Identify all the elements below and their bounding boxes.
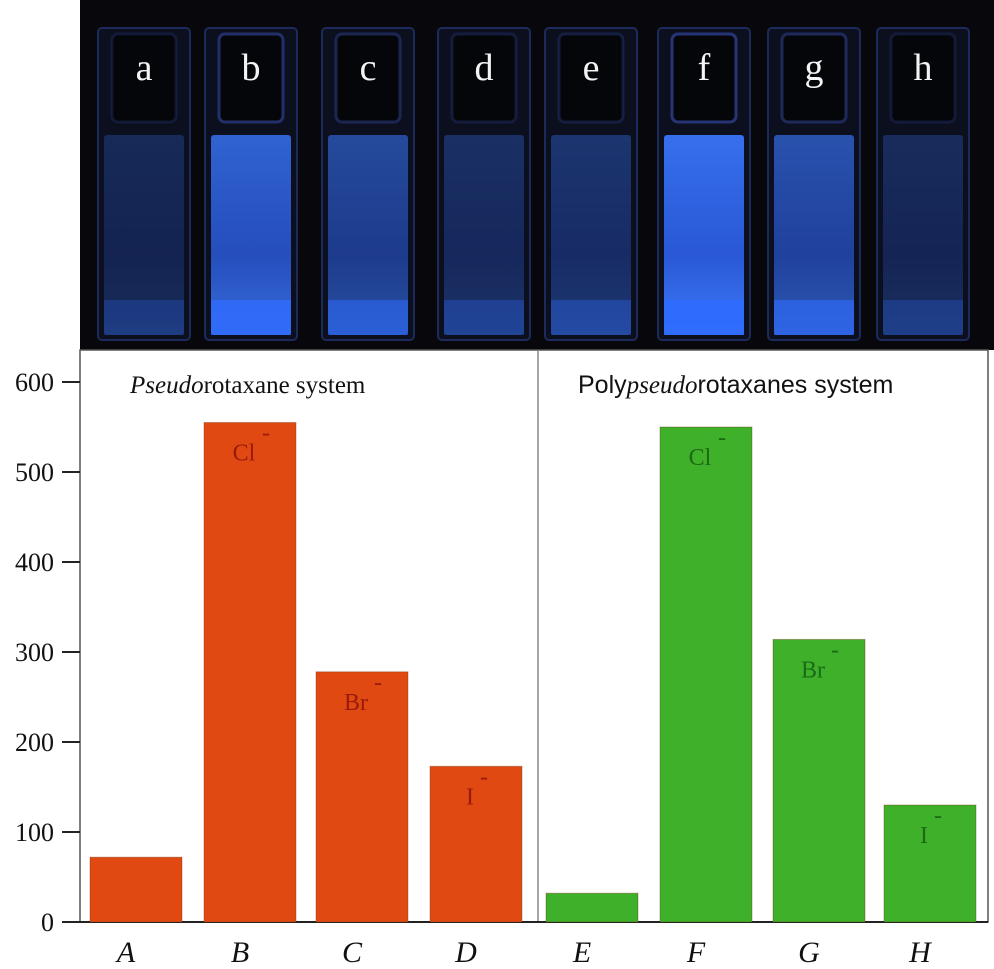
vial-opening bbox=[780, 32, 848, 124]
group-title-prefix: Poly bbox=[578, 371, 627, 399]
bar-ion-charge: - bbox=[480, 764, 488, 790]
bar bbox=[883, 804, 977, 923]
vial-letter: c bbox=[360, 47, 377, 89]
bar bbox=[545, 892, 639, 923]
vial-liquid bbox=[328, 135, 408, 335]
vial-liquid bbox=[104, 135, 184, 335]
x-tick-label: C bbox=[342, 936, 363, 969]
vial-letter: e bbox=[583, 47, 600, 89]
bar-ion-label: I bbox=[920, 823, 928, 849]
vial-liquid bbox=[664, 135, 744, 335]
vial: e bbox=[544, 27, 638, 341]
vial-photo: a b c d e f g h bbox=[80, 0, 994, 350]
x-tick-label: A bbox=[115, 936, 136, 969]
y-tick-label: 600 bbox=[15, 368, 54, 397]
vial-opening bbox=[557, 32, 625, 124]
bar bbox=[315, 671, 409, 923]
bar-ion-charge: - bbox=[718, 425, 726, 451]
group-title-rest: rotaxanes system bbox=[697, 371, 893, 399]
bar bbox=[659, 426, 753, 923]
vial-opening bbox=[670, 32, 738, 124]
vial: d bbox=[437, 27, 531, 341]
bar-ion-label: Br bbox=[344, 690, 368, 716]
vial-liquid bbox=[883, 135, 963, 335]
vial-opening bbox=[217, 32, 285, 124]
vial-opening bbox=[334, 32, 402, 124]
x-tick-label: E bbox=[572, 936, 591, 969]
y-tick-label: 300 bbox=[15, 638, 54, 667]
x-tick-label: B bbox=[231, 936, 249, 969]
y-tick-label: 400 bbox=[15, 548, 54, 577]
vial-opening bbox=[450, 32, 518, 124]
vial-liquid bbox=[774, 135, 854, 335]
vial-bottom-glow bbox=[664, 300, 744, 335]
vial-opening bbox=[889, 32, 957, 124]
vial-bottom-glow bbox=[444, 300, 524, 335]
vial-liquid bbox=[551, 135, 631, 335]
vial-bottom-glow bbox=[774, 300, 854, 335]
bar-ion-charge: - bbox=[934, 803, 942, 829]
vial: c bbox=[321, 27, 415, 341]
bar bbox=[429, 765, 523, 923]
vial-letter: f bbox=[698, 47, 711, 89]
vial-bottom-glow bbox=[211, 300, 291, 335]
vial: g bbox=[767, 27, 861, 341]
vial-bottom-glow bbox=[883, 300, 963, 335]
bar-ion-label: I bbox=[466, 784, 474, 810]
y-tick-label: 0 bbox=[41, 908, 54, 937]
vial-letter: b bbox=[242, 47, 261, 89]
group-title-rest: rotaxane system bbox=[204, 372, 366, 399]
bar-ion-charge: - bbox=[831, 637, 839, 663]
vial-liquid bbox=[444, 135, 524, 335]
bar-ion-charge: - bbox=[374, 670, 382, 696]
vial-bottom-glow bbox=[104, 300, 184, 335]
bar bbox=[89, 856, 183, 923]
bar-ion-label: Cl bbox=[689, 445, 712, 471]
vial: f bbox=[657, 27, 751, 341]
vial-bottom-glow bbox=[551, 300, 631, 335]
group-title-pseudorotaxane: Pseudorotaxane system bbox=[129, 372, 366, 399]
y-tick-label: 500 bbox=[15, 458, 54, 487]
group-title-italic: pseudo bbox=[625, 372, 698, 399]
vial-bottom-glow bbox=[328, 300, 408, 335]
bar-ion-label: Br bbox=[801, 657, 825, 683]
x-tick-label: G bbox=[798, 936, 820, 969]
x-tick-label: D bbox=[454, 936, 477, 969]
vial: a bbox=[97, 27, 191, 341]
vial-letter: h bbox=[914, 47, 933, 89]
x-tick-label: F bbox=[686, 936, 706, 969]
vial: b bbox=[204, 27, 298, 341]
group-title-polypseudorotaxanes: Polypseudorotaxanes system bbox=[578, 371, 893, 399]
bar-ion-label: Cl bbox=[233, 441, 256, 467]
y-tick-label: 100 bbox=[15, 818, 54, 847]
bar bbox=[203, 422, 297, 923]
y-tick-label: 200 bbox=[15, 728, 54, 757]
bar-ion-charge: - bbox=[262, 421, 270, 447]
vial-opening bbox=[110, 32, 178, 124]
vial-photo-svg: a b c d e f g h bbox=[97, 27, 970, 341]
vial: h bbox=[876, 27, 970, 341]
vial-liquid bbox=[211, 135, 291, 335]
vial-letter: a bbox=[136, 47, 153, 89]
vial-letter: d bbox=[475, 47, 494, 89]
x-tick-label: H bbox=[908, 936, 933, 969]
group-title-italic: Pseudo bbox=[129, 372, 204, 399]
vial-letter: g bbox=[805, 47, 824, 89]
bar bbox=[772, 638, 866, 923]
